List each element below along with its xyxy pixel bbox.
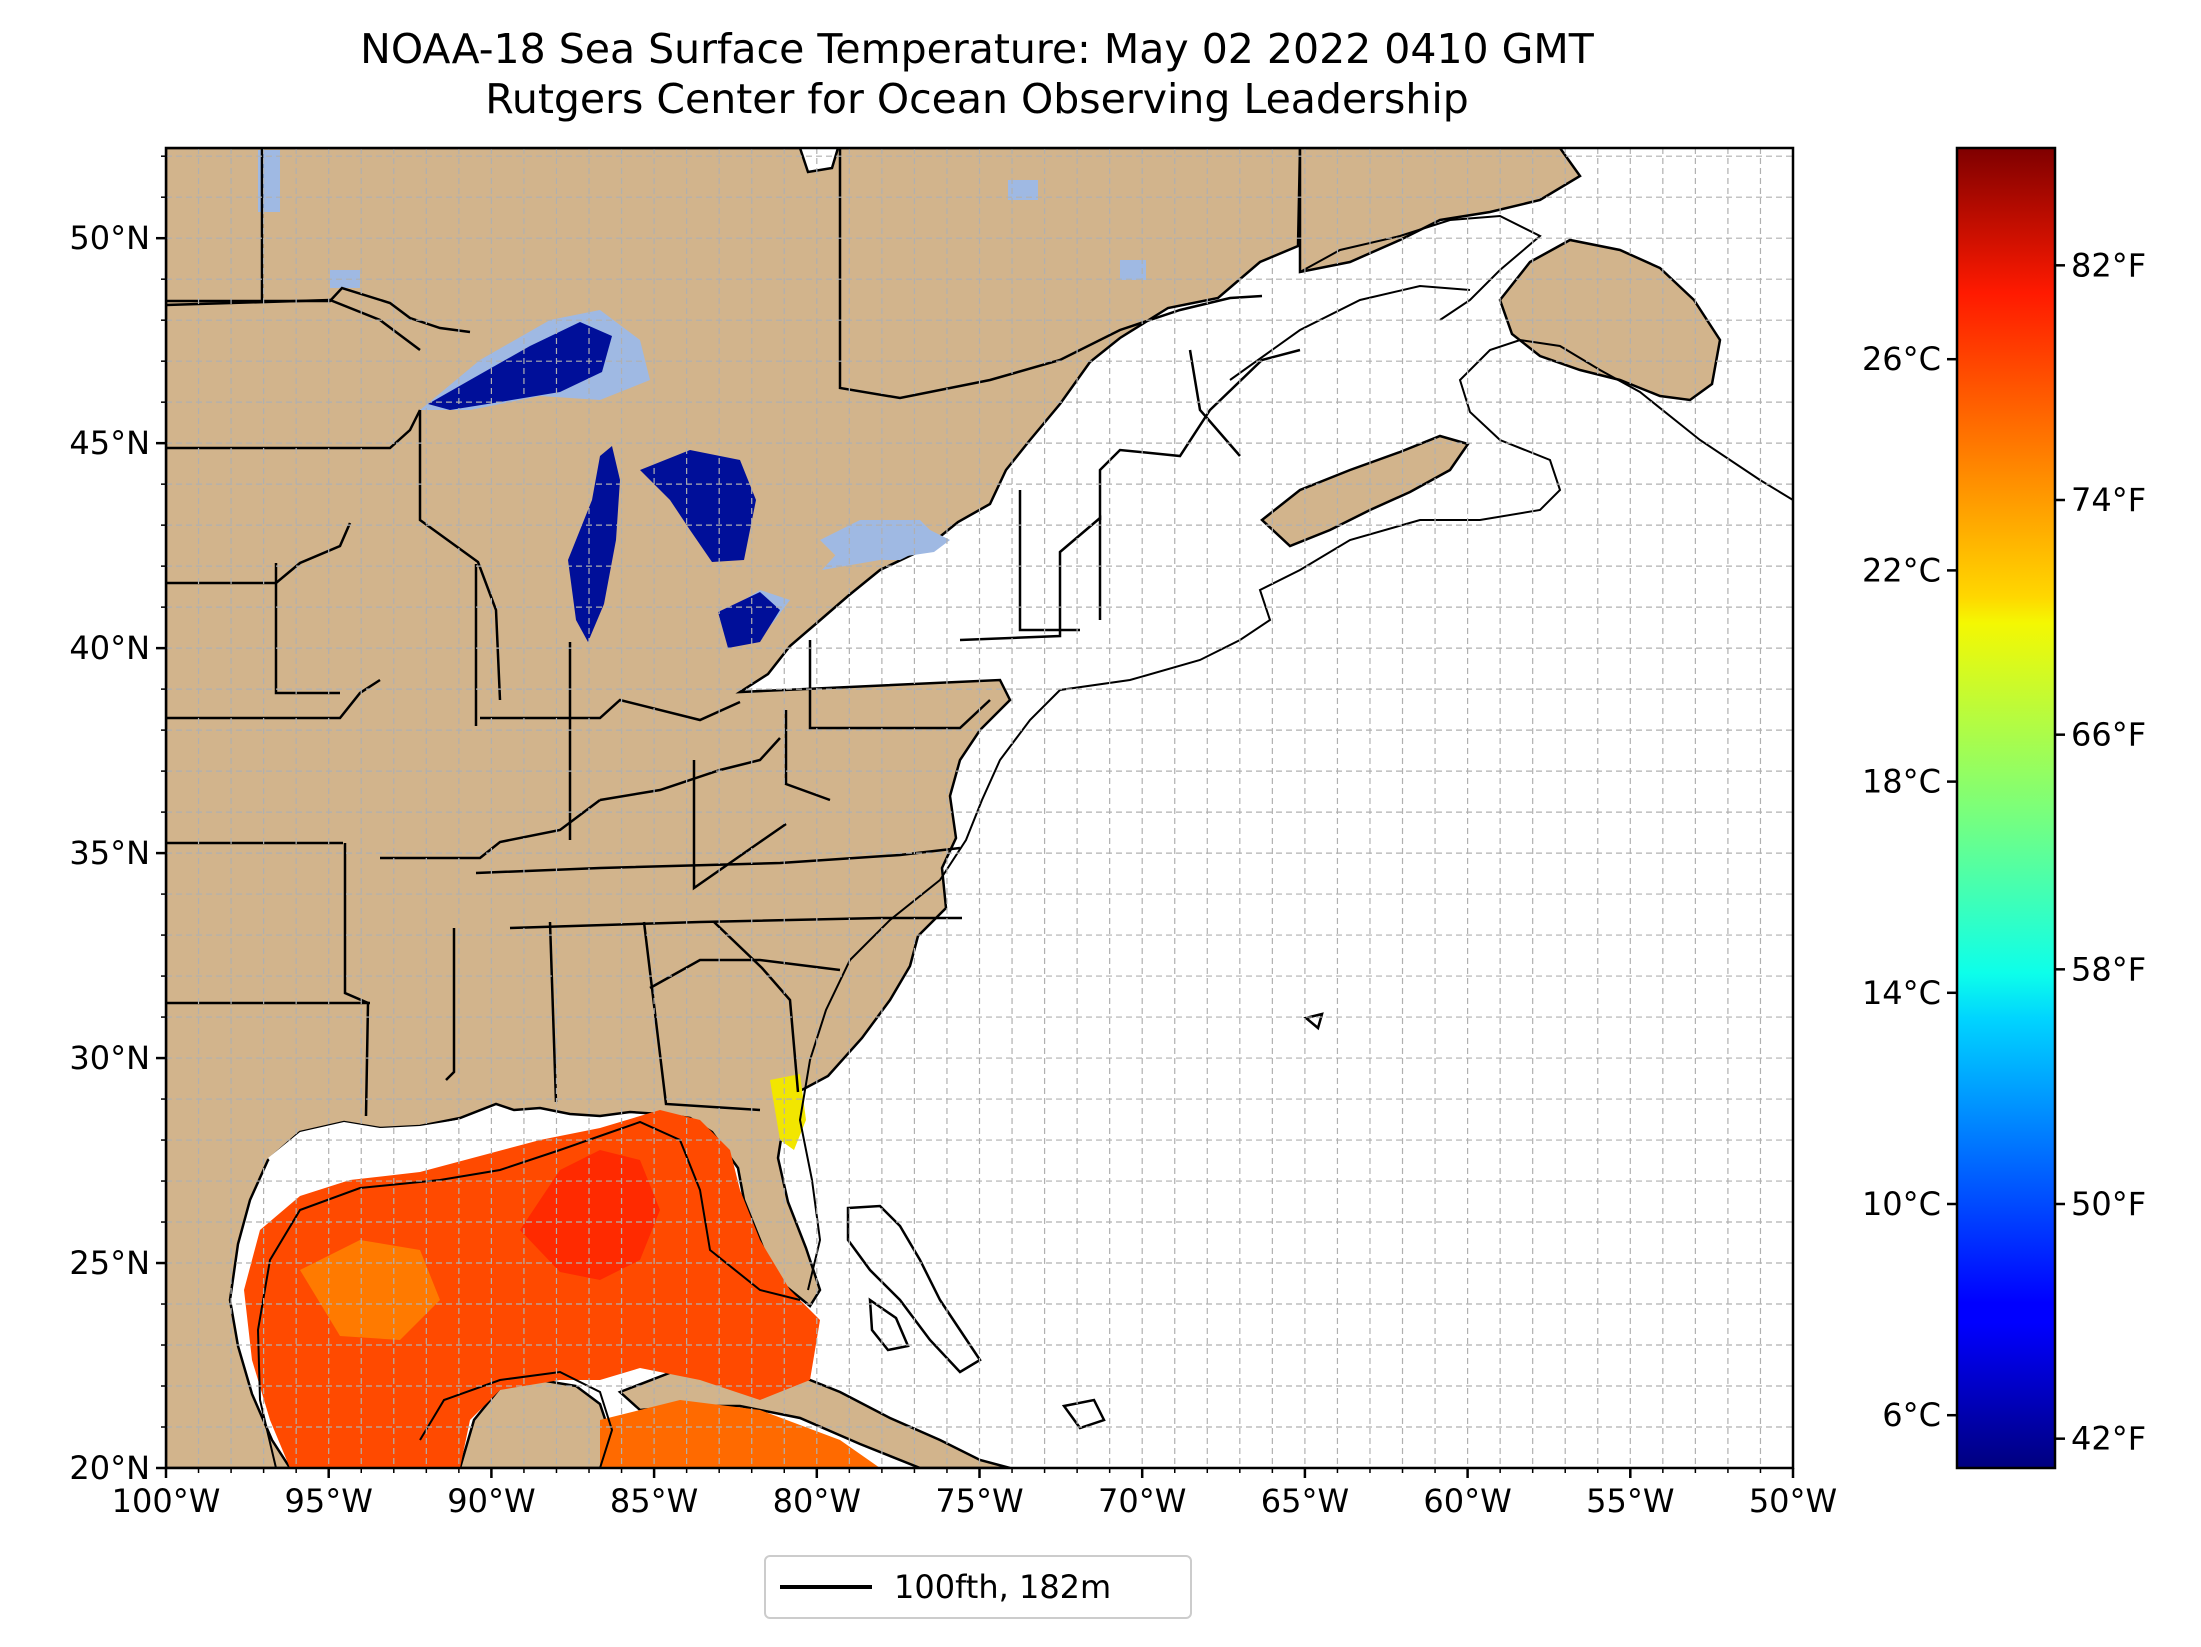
sst-field (244, 1074, 880, 1468)
lat-tick-label: 25°N (69, 1244, 150, 1282)
celsius-tick-label: 14°C (1862, 974, 1941, 1012)
lon-tick-label: 50°W (1749, 1482, 1837, 1520)
gridlines (166, 148, 1793, 1468)
title-block: NOAA-18 Sea Surface Temperature: May 02 … (0, 24, 1954, 124)
colorbar-celsius-axis: 6°C 10°C 14°C 18°C 22°C 26°C (1862, 340, 1957, 1434)
fahrenheit-tick-label: 58°F (2071, 950, 2146, 988)
longitude-axis: 100°W 95°W 90°W 85°W 80°W 75°W 70°W 65°W 60°W 55°… (112, 1468, 1837, 1520)
lon-tick-label: 100°W (112, 1482, 221, 1520)
lat-tick-label: 30°N (69, 1039, 150, 1077)
lat-tick-label: 45°N (69, 424, 150, 462)
lon-tick-label: 85°W (610, 1482, 698, 1520)
isobath-100fth (256, 214, 1793, 1468)
legend-line-swatch (780, 1585, 872, 1589)
great-lakes-cold (428, 322, 780, 648)
celsius-tick-label: 10°C (1862, 1185, 1941, 1223)
colorbar: 6°C 10°C 14°C 18°C 22°C 26°C 42°F 50°F 58°F 66°F… (1862, 146, 2146, 1470)
colorbar-fahrenheit-axis: 42°F 50°F 58°F 66°F 74°F 82°F (2055, 246, 2146, 1458)
title-subtitle: Rutgers Center for Ocean Observing Leade… (485, 75, 1469, 123)
fahrenheit-tick-label: 74°F (2071, 481, 2146, 519)
lon-tick-label: 70°W (1098, 1482, 1186, 1520)
land-nova-scotia (1260, 434, 1471, 548)
map-panel (166, 148, 1793, 1468)
lon-tick-label: 55°W (1586, 1482, 1674, 1520)
latitude-axis: 20°N 25°N 30°N 35°N 40°N 45°N 50°N (69, 155, 166, 1487)
celsius-tick-label: 6°C (1882, 1396, 1941, 1434)
lat-tick-label: 50°N (69, 219, 150, 257)
lon-tick-label: 60°W (1423, 1482, 1511, 1520)
lat-tick-label: 40°N (69, 629, 150, 667)
lon-tick-label: 75°W (935, 1482, 1023, 1520)
lon-tick-label: 65°W (1261, 1482, 1349, 1520)
lon-tick-label: 95°W (285, 1482, 373, 1520)
colorbar-gradient (1955, 146, 2057, 1470)
celsius-tick-label: 26°C (1862, 340, 1941, 378)
title-main: NOAA-18 Sea Surface Temperature: May 02 … (360, 25, 1594, 73)
lat-tick-label: 20°N (69, 1449, 150, 1487)
lon-tick-label: 90°W (447, 1482, 535, 1520)
fahrenheit-tick-label: 82°F (2071, 246, 2146, 284)
legend: 100fth, 182m (764, 1555, 1192, 1619)
celsius-tick-label: 18°C (1862, 763, 1941, 801)
state-borders (166, 148, 1301, 1117)
fahrenheit-tick-label: 66°F (2071, 716, 2146, 754)
legend-label: 100fth, 182m (894, 1568, 1112, 1606)
celsius-tick-label: 22°C (1862, 551, 1941, 589)
fahrenheit-tick-label: 42°F (2071, 1420, 2146, 1458)
lon-tick-label: 80°W (773, 1482, 861, 1520)
lat-tick-label: 35°N (69, 834, 150, 872)
fahrenheit-tick-label: 50°F (2071, 1185, 2146, 1223)
